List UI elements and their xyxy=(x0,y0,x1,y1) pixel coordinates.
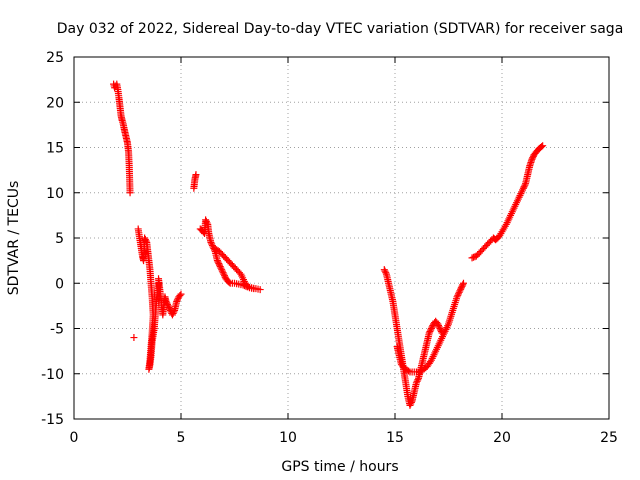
grid xyxy=(74,57,609,419)
data-point-marker xyxy=(434,320,442,328)
data-point-marker xyxy=(407,400,415,408)
data-point-marker xyxy=(218,267,226,275)
x-tick-label: 20 xyxy=(493,430,511,446)
data-point-marker xyxy=(528,155,536,163)
data-point-marker xyxy=(381,267,389,275)
data-point-marker xyxy=(219,269,227,277)
data-point-marker xyxy=(405,367,413,375)
data-point-marker xyxy=(216,263,224,271)
data-point-marker xyxy=(221,272,229,280)
y-tick-label: 10 xyxy=(46,186,64,202)
data-point-marker xyxy=(169,309,177,317)
y-tick-label: -5 xyxy=(50,322,64,338)
data-point-marker xyxy=(529,154,537,162)
x-axis-label: GPS time / hours xyxy=(281,459,398,475)
data-point-marker xyxy=(177,290,185,298)
data-point-marker xyxy=(519,184,527,192)
data-point-marker xyxy=(453,293,461,301)
data-point-marker xyxy=(256,286,264,294)
plot-frame xyxy=(73,56,610,420)
data-point-marker xyxy=(214,258,222,266)
data-point-marker xyxy=(538,143,546,151)
data-point-marker xyxy=(173,296,181,304)
data-point-marker xyxy=(414,376,422,384)
data-point-marker xyxy=(173,297,181,305)
y-axis-label: SDTVAR / TECUs xyxy=(6,181,22,296)
data-point-marker xyxy=(539,142,547,150)
data-point-marker xyxy=(435,321,443,329)
data-point-marker xyxy=(426,328,434,336)
data-point-marker xyxy=(216,261,224,269)
data-point-marker xyxy=(202,217,210,225)
y-tick-label: 5 xyxy=(55,231,64,247)
x-tick-label: 10 xyxy=(279,430,297,446)
data-point-marker xyxy=(130,334,138,342)
data-point-marker xyxy=(437,326,445,334)
data-point-marker xyxy=(202,216,210,224)
data-point-marker xyxy=(459,279,467,287)
data-point-marker xyxy=(141,234,149,242)
data-point-marker xyxy=(380,266,388,274)
chart-title: Day 032 of 2022, Sidereal Day-to-day VTE… xyxy=(57,21,624,37)
data-point-marker xyxy=(142,237,150,245)
data-point-marker xyxy=(459,281,467,289)
data-point-marker xyxy=(454,291,462,299)
data-point-marker xyxy=(141,236,149,244)
data-point-marker xyxy=(164,302,172,310)
data-point-marker xyxy=(165,303,173,311)
data-point-marker xyxy=(168,311,176,319)
y-tick-label: 20 xyxy=(46,95,64,111)
data-point-marker xyxy=(244,282,252,290)
data-point-marker xyxy=(520,183,528,191)
y-tick-label: -15 xyxy=(41,412,64,428)
data-point-marker xyxy=(407,398,415,406)
data-point-marker xyxy=(456,287,464,295)
y-tick-label: 15 xyxy=(46,141,64,157)
y-tick-label: -10 xyxy=(41,367,64,383)
data-point-marker xyxy=(126,189,134,197)
data-point-marker xyxy=(207,239,215,247)
x-tick-label: 0 xyxy=(70,430,79,446)
data-point-marker xyxy=(457,284,465,292)
data-point-marker xyxy=(162,297,170,305)
data-point-marker xyxy=(427,325,435,332)
x-tick-label: 25 xyxy=(600,430,618,446)
data-point-marker xyxy=(176,291,184,299)
data-point-marker xyxy=(458,282,466,290)
data-point-marker xyxy=(208,240,216,248)
y-tick-label: 25 xyxy=(46,50,64,66)
data-point-marker xyxy=(406,401,414,409)
y-tick-labels: -15 -10 -5 0 5 10 15 20 25 xyxy=(41,50,64,428)
data-point-marker xyxy=(427,326,435,334)
x-tick-label: 15 xyxy=(386,430,404,446)
data-point-marker xyxy=(163,300,171,308)
data-point-marker xyxy=(192,171,200,179)
data-series-sdtvar xyxy=(110,80,547,409)
data-point-marker xyxy=(225,278,233,286)
y-tick-label: 0 xyxy=(55,276,64,292)
data-point-marker xyxy=(435,323,443,331)
data-point-marker xyxy=(217,264,225,272)
data-point-marker xyxy=(215,260,223,268)
data-point-marker xyxy=(203,219,211,227)
data-point-marker xyxy=(163,299,171,307)
data-point-marker xyxy=(455,288,463,296)
data-point-marker xyxy=(412,379,420,387)
data-point-marker xyxy=(213,257,221,265)
data-point-marker xyxy=(454,290,462,298)
data-point-marker xyxy=(425,329,433,337)
data-point-marker xyxy=(220,270,228,278)
data-point-marker xyxy=(457,285,465,293)
data-point-marker xyxy=(218,266,226,274)
data-point-marker xyxy=(250,285,258,293)
data-point-marker xyxy=(170,308,178,316)
data-point-marker xyxy=(521,181,529,189)
data-point-marker xyxy=(382,269,390,277)
data-point-marker xyxy=(413,377,421,385)
data-point-marker xyxy=(428,323,436,331)
x-tick-label: 5 xyxy=(177,430,186,446)
x-tick-labels: 0 5 10 15 20 25 xyxy=(70,430,618,446)
data-point-marker xyxy=(436,325,444,332)
